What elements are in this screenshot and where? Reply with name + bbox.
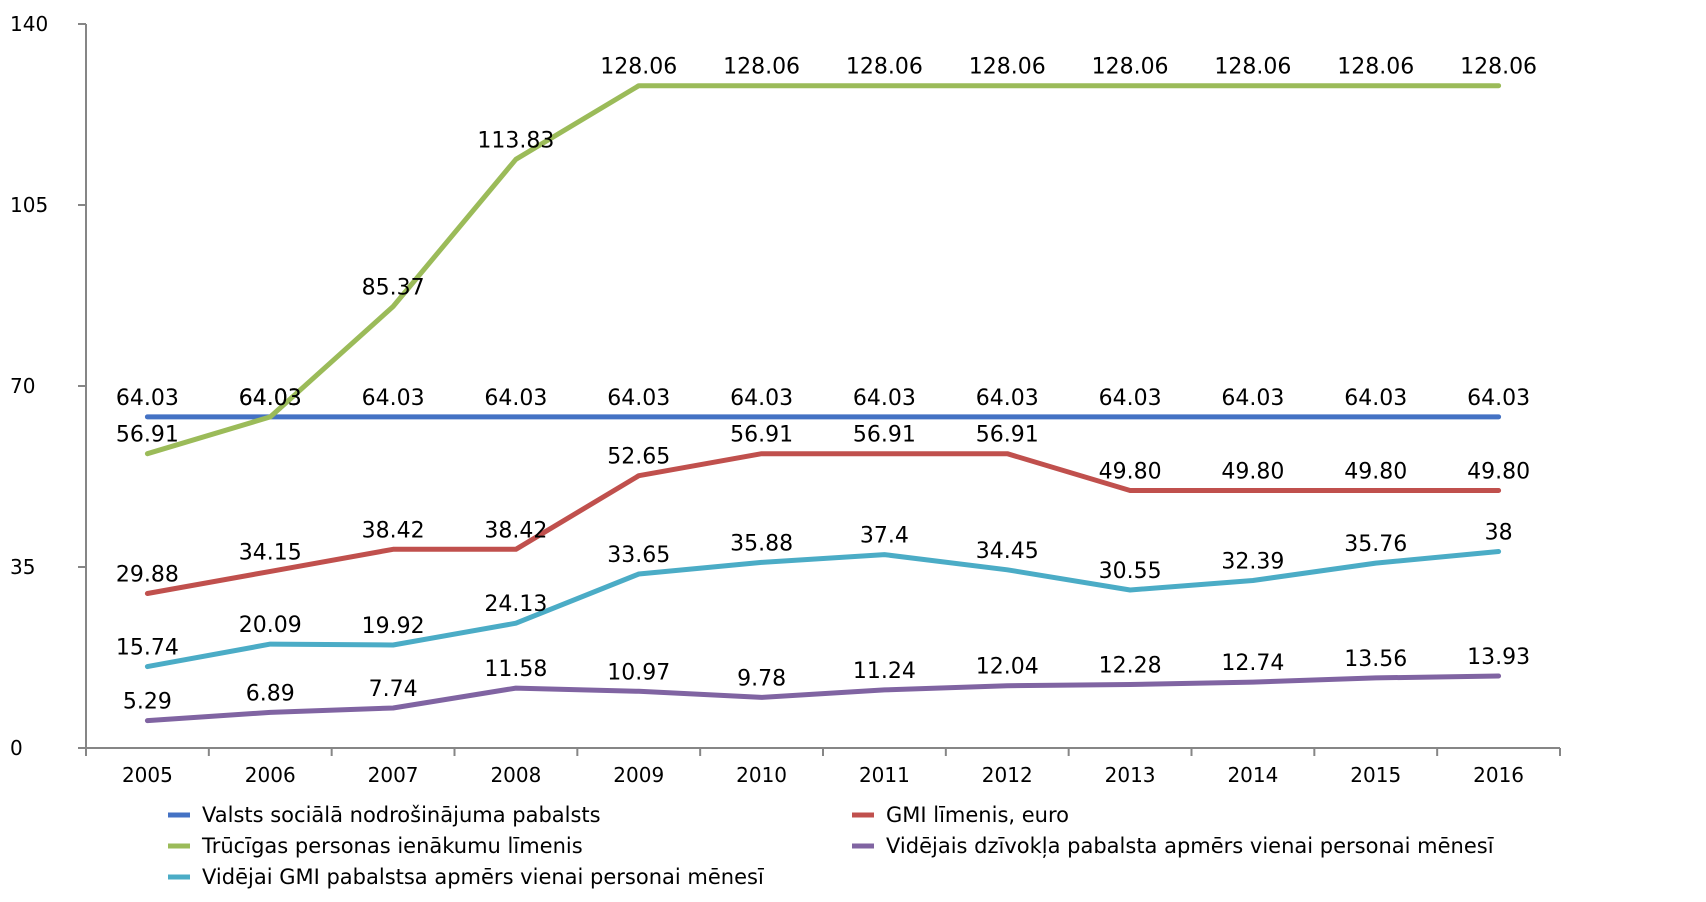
- data-label: 35.76: [1344, 532, 1407, 557]
- legend-label: Valsts sociālā nodrošinājuma pabalsts: [202, 803, 601, 827]
- data-label: 64.03: [976, 386, 1039, 411]
- data-label: 24.13: [484, 592, 547, 617]
- y-tick-label: 105: [10, 193, 48, 217]
- x-tick-label: 2016: [1473, 763, 1524, 787]
- data-label: 20.09: [239, 613, 302, 638]
- data-label: 64.03: [239, 386, 302, 411]
- data-label: 56.91: [976, 423, 1039, 448]
- x-tick-label: 2011: [859, 763, 910, 787]
- data-label: 12.04: [976, 655, 1039, 680]
- data-label: 38.42: [484, 518, 547, 543]
- data-label: 19.92: [362, 614, 425, 639]
- data-label: 52.65: [607, 445, 670, 470]
- data-label: 128.06: [1460, 55, 1537, 80]
- data-label: 49.80: [1099, 459, 1162, 484]
- x-tick-label: 2007: [368, 763, 419, 787]
- data-label: 128.06: [1337, 55, 1414, 80]
- data-label: 49.80: [1467, 459, 1530, 484]
- data-label: 64.03: [607, 386, 670, 411]
- chart-axes: 0 35 70 105 140 2005 2006 2007 2008 2009 2010 2011 2…: [10, 12, 1561, 787]
- y-tick-label: 0: [10, 736, 23, 760]
- data-label: 49.80: [1344, 459, 1407, 484]
- series-line-4: [144, 673, 1502, 724]
- y-tick-label: 35: [10, 555, 35, 579]
- data-label: 38: [1485, 520, 1513, 545]
- data-label: 38.42: [362, 518, 425, 543]
- legend-label: Trūcīgas personas ienākumu līmenis: [201, 834, 583, 858]
- data-label: 6.89: [246, 681, 295, 706]
- data-label: 49.80: [1221, 459, 1284, 484]
- data-label: 64.03: [239, 386, 302, 411]
- data-label: 13.56: [1344, 647, 1407, 672]
- data-label: 34.45: [976, 539, 1039, 564]
- data-label: 64.03: [116, 386, 179, 411]
- series-line-2: [144, 451, 1502, 596]
- x-tick-label: 2006: [245, 763, 296, 787]
- data-label: 12.28: [1099, 653, 1162, 678]
- series-line-5: [144, 549, 1502, 670]
- chart-data-labels: 64.03 64.03 64.03 64.03 64.03 64.03 64.03 64.03…: [116, 55, 1537, 715]
- data-label: 64.03: [1221, 386, 1284, 411]
- data-label: 9.78: [737, 666, 786, 691]
- legend-label: GMI līmenis, euro: [886, 803, 1069, 827]
- data-label: 64.03: [853, 386, 916, 411]
- chart-series-lines: [144, 83, 1502, 724]
- data-label: 64.03: [362, 386, 425, 411]
- data-label: 5.29: [123, 690, 172, 715]
- data-label: 113.83: [477, 128, 554, 153]
- data-label: 128.06: [846, 55, 923, 80]
- data-label: 128.06: [600, 55, 677, 80]
- x-tick-label: 2015: [1350, 763, 1401, 787]
- data-label: 15.74: [116, 636, 179, 661]
- chart-legend: Valsts sociālā nodrošinājuma pabalsts GMI…: [168, 803, 1494, 889]
- data-label: 35.88: [730, 531, 793, 556]
- data-label: 128.06: [1092, 55, 1169, 80]
- data-label: 128.06: [1214, 55, 1291, 80]
- x-tick-label: 2010: [736, 763, 787, 787]
- data-label: 56.91: [853, 423, 916, 448]
- data-label: 10.97: [607, 660, 670, 685]
- data-label: 64.03: [484, 386, 547, 411]
- legend-label: Vidējai GMI pabalstsa apmērs vienai pers…: [202, 865, 764, 889]
- y-tick-label: 70: [10, 374, 35, 398]
- data-label: 29.88: [116, 562, 179, 587]
- x-tick-label: 2008: [490, 763, 541, 787]
- y-tick-label: 140: [10, 12, 48, 36]
- data-label: 7.74: [369, 677, 418, 702]
- data-label: 128.06: [723, 55, 800, 80]
- data-label: 11.58: [484, 657, 547, 682]
- data-label: 13.93: [1467, 645, 1530, 670]
- x-tick-label: 2013: [1105, 763, 1156, 787]
- data-label: 64.03: [1344, 386, 1407, 411]
- data-label: 37.4: [860, 524, 909, 549]
- data-label: 12.74: [1221, 651, 1284, 676]
- data-label: 64.03: [1467, 386, 1530, 411]
- x-tick-label: 2014: [1227, 763, 1278, 787]
- series-line-3: [144, 83, 1502, 457]
- x-tick-label: 2009: [613, 763, 664, 787]
- x-tick-label: 2005: [122, 763, 173, 787]
- data-label: 64.03: [1099, 386, 1162, 411]
- data-label: 34.15: [239, 540, 302, 565]
- data-label: 30.55: [1099, 559, 1162, 584]
- data-label: 128.06: [969, 55, 1046, 80]
- data-label: 56.91: [116, 423, 179, 448]
- legend-label: Vidējais dzīvokļa pabalsta apmērs vienai…: [886, 834, 1494, 858]
- data-label: 33.65: [607, 543, 670, 568]
- x-tick-label: 2012: [982, 763, 1033, 787]
- data-label: 56.91: [730, 423, 793, 448]
- data-label: 64.03: [730, 386, 793, 411]
- data-label: 11.24: [853, 659, 916, 684]
- data-label: 32.39: [1221, 549, 1284, 574]
- data-label: 85.37: [362, 276, 425, 301]
